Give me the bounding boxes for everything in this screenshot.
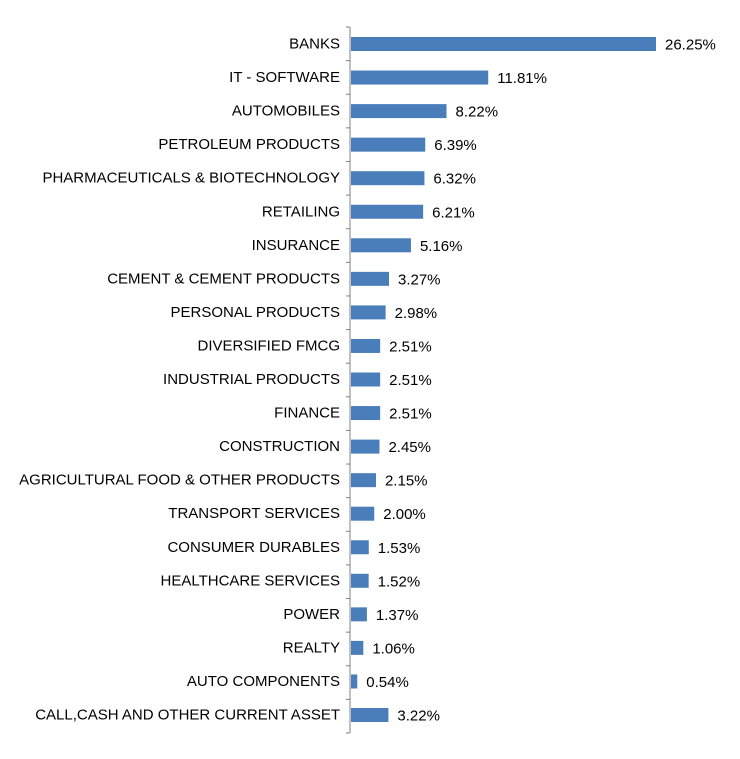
category-label: REALTY: [283, 639, 340, 656]
data-label: 6.39%: [434, 137, 477, 154]
data-label: 26.25%: [665, 37, 716, 54]
bar: [351, 674, 358, 689]
data-label: 2.51%: [389, 338, 432, 355]
category-label: DIVERSIFIED FMCG: [197, 337, 340, 354]
bar: [351, 607, 367, 622]
data-label: 6.21%: [432, 204, 475, 221]
data-label: 11.81%: [497, 70, 547, 87]
y-axis: [346, 26, 351, 734]
category-label: AUTO COMPONENTS: [187, 673, 340, 690]
bar: [351, 305, 386, 320]
bar: [351, 708, 389, 722]
bar: [351, 37, 656, 51]
data-label: 3.27%: [398, 271, 441, 288]
category-label: IT - SOFTWARE: [229, 69, 340, 86]
category-label: FINANCE: [274, 405, 340, 422]
bar: [351, 506, 375, 521]
bar: [351, 204, 424, 219]
bar: [351, 640, 364, 655]
data-label: 1.37%: [376, 607, 419, 624]
data-label: 2.98%: [395, 305, 438, 322]
value-labels: 26.25% 11.81% 8.22% 6.39% 6.32% 6.21% 5.16% 3.2…: [366, 37, 716, 725]
data-label: 5.16%: [420, 238, 463, 255]
data-label: 1.53%: [378, 540, 421, 557]
data-label: 2.51%: [389, 372, 432, 389]
bar: [351, 540, 369, 555]
category-label: PHARMACEUTICALS & BIOTECHNOLOGY: [42, 170, 340, 187]
category-label: CONSUMER DURABLES: [167, 539, 340, 556]
data-label: 6.32%: [433, 171, 476, 188]
data-label: 2.51%: [389, 406, 432, 423]
bar: [351, 573, 369, 588]
category-label: CEMENT & CEMENT PRODUCTS: [107, 270, 340, 287]
category-label: PETROLEUM PRODUCTS: [158, 136, 340, 153]
bar: [351, 271, 389, 286]
data-label: 2.45%: [388, 439, 431, 456]
bar: [351, 104, 447, 119]
category-label: CONSTRUCTION: [219, 438, 340, 455]
bar: [351, 406, 381, 421]
bar: [351, 473, 376, 488]
category-label: POWER: [283, 606, 340, 623]
category-label: HEALTHCARE SERVICES: [161, 572, 341, 589]
bar: [351, 238, 411, 253]
bars: [351, 37, 656, 722]
bar: [351, 171, 425, 186]
category-label: PERSONAL PRODUCTS: [171, 304, 340, 321]
data-label: 1.52%: [378, 573, 421, 590]
category-label: RETAILING: [262, 203, 340, 220]
bar: [351, 372, 381, 387]
category-labels: BANKS IT - SOFTWARE AUTOMOBILES PETROLEUM P…: [19, 36, 340, 724]
bar: [351, 70, 489, 85]
bar: [351, 338, 381, 353]
data-label: 0.54%: [366, 674, 409, 691]
category-label: INSURANCE: [252, 237, 340, 254]
data-label: 2.00%: [383, 506, 426, 523]
data-label: 1.06%: [372, 640, 415, 657]
category-label: INDUSTRIAL PRODUCTS: [163, 371, 340, 388]
category-label: AUTOMOBILES: [232, 103, 340, 120]
category-label: BANKS: [289, 36, 340, 53]
data-label: 8.22%: [456, 104, 499, 121]
data-label: 3.22%: [397, 708, 440, 725]
category-label: CALL,CASH AND OTHER CURRENT ASSET: [35, 707, 340, 724]
category-label: TRANSPORT SERVICES: [168, 505, 340, 522]
data-label: 2.15%: [385, 473, 428, 490]
bar: [351, 137, 426, 152]
bar: [351, 439, 380, 454]
category-label: AGRICULTURAL FOOD & OTHER PRODUCTS: [19, 472, 340, 489]
